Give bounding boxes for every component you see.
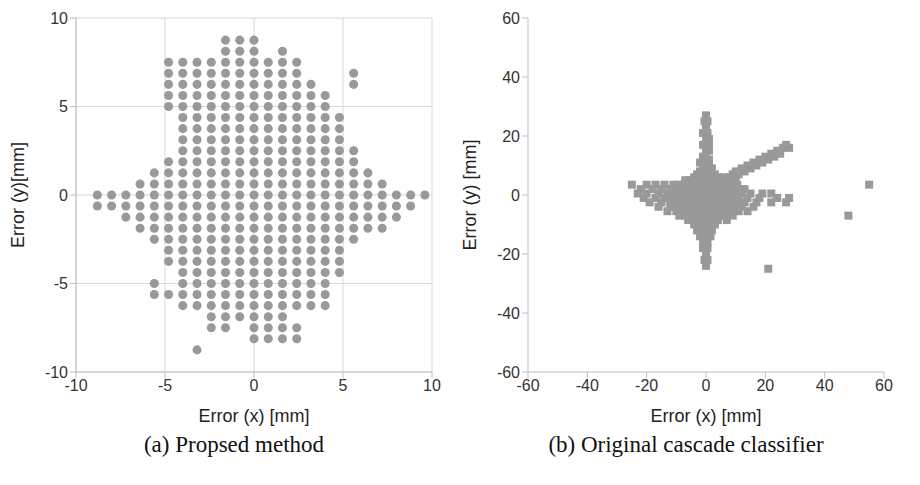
svg-text:-40: -40 [576,377,599,394]
svg-text:10: 10 [50,10,68,27]
svg-text:0: 0 [250,377,259,394]
html-text:(a) Propsed method: (a) Propsed method [143,432,325,457]
svg-text:0: 0 [702,377,711,394]
svg-text:5: 5 [59,98,68,115]
svg-text:20: 20 [756,377,774,394]
svg-text:-10: -10 [45,364,68,381]
html-text:(b) Original cascade classifie: (b) Original cascade classifier [548,432,824,457]
svg-text:-5: -5 [158,377,172,394]
svg-text:-40: -40 [497,305,520,322]
svg-text:5: 5 [339,377,348,394]
svg-text:20: 20 [502,128,520,145]
svg-text:-60: -60 [497,364,520,381]
svg-text:Error (x) [mm]: Error (x) [mm] [651,406,762,426]
svg-text:Error (y)[mm]: Error (y)[mm] [8,142,28,248]
svg-text:0: 0 [511,187,520,204]
svg-text:-10: -10 [64,377,88,395]
svg-text:-20: -20 [635,377,658,394]
svg-text:-60: -60 [516,377,540,395]
svg-text:60: 60 [875,377,893,394]
svg-text:Error (x) [mm]: Error (x) [mm] [199,406,310,426]
svg-text:-5: -5 [54,275,68,292]
svg-text:10: 10 [423,377,441,394]
svg-text:0: 0 [59,187,68,204]
svg-text:-20: -20 [497,246,520,263]
svg-text:40: 40 [502,69,520,86]
svg-text:Error (y) [mm]: Error (y) [mm] [460,140,480,251]
svg-text:40: 40 [816,377,834,394]
svg-text:60: 60 [502,10,520,27]
